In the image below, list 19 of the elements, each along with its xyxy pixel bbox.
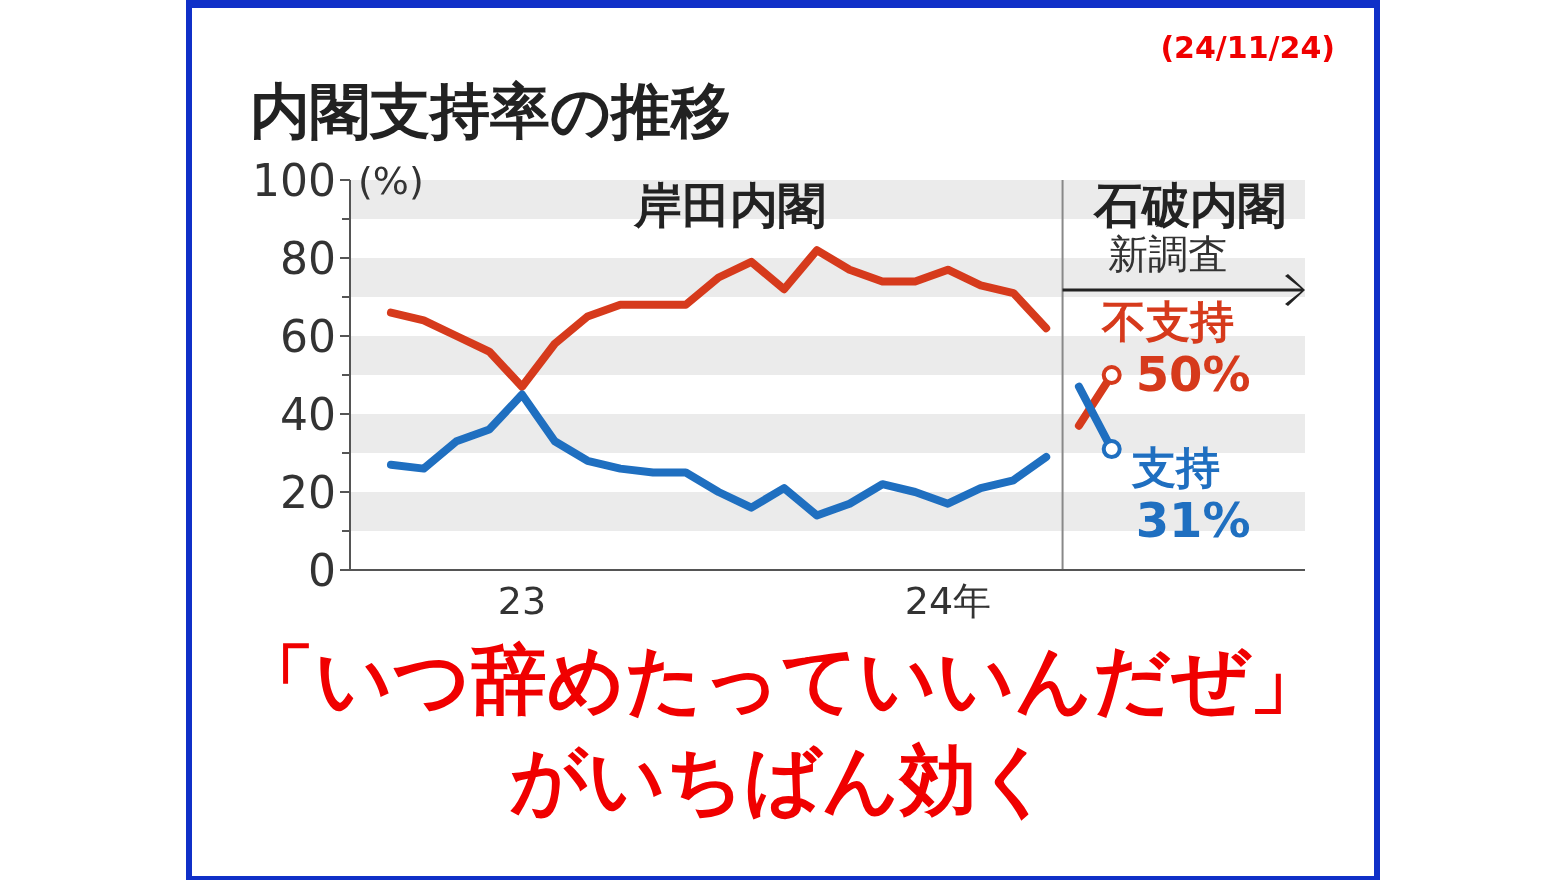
y-axis-title: (%) [358,159,424,203]
y-tick-label: 20 [280,467,336,518]
x-tick-label: 24年 [904,579,992,623]
annotation: 岸田内閣 [633,177,826,233]
y-tick-label: 0 [308,545,336,596]
chart-title: 内閣支持率の推移 [250,76,731,146]
data-label: 31% [1135,492,1251,549]
text: (24/11/24) [1160,30,1335,65]
y-tick-label: 100 [252,155,336,206]
series-label: 不支持 [1100,296,1234,347]
text: 「いつ辞めたっていいんだぜ」がいちばん効く [238,634,1326,827]
x-tick-label: 23 [497,579,547,623]
annotation: 石破内閣 [1093,177,1286,233]
series-label: 支持 [1130,442,1220,494]
y-tick-label: 80 [280,233,336,284]
data-label: 50% [1135,346,1251,402]
annotation: 新調査 [1108,231,1228,277]
y-tick-label: 60 [280,311,336,362]
y-tick-label: 40 [280,389,336,440]
